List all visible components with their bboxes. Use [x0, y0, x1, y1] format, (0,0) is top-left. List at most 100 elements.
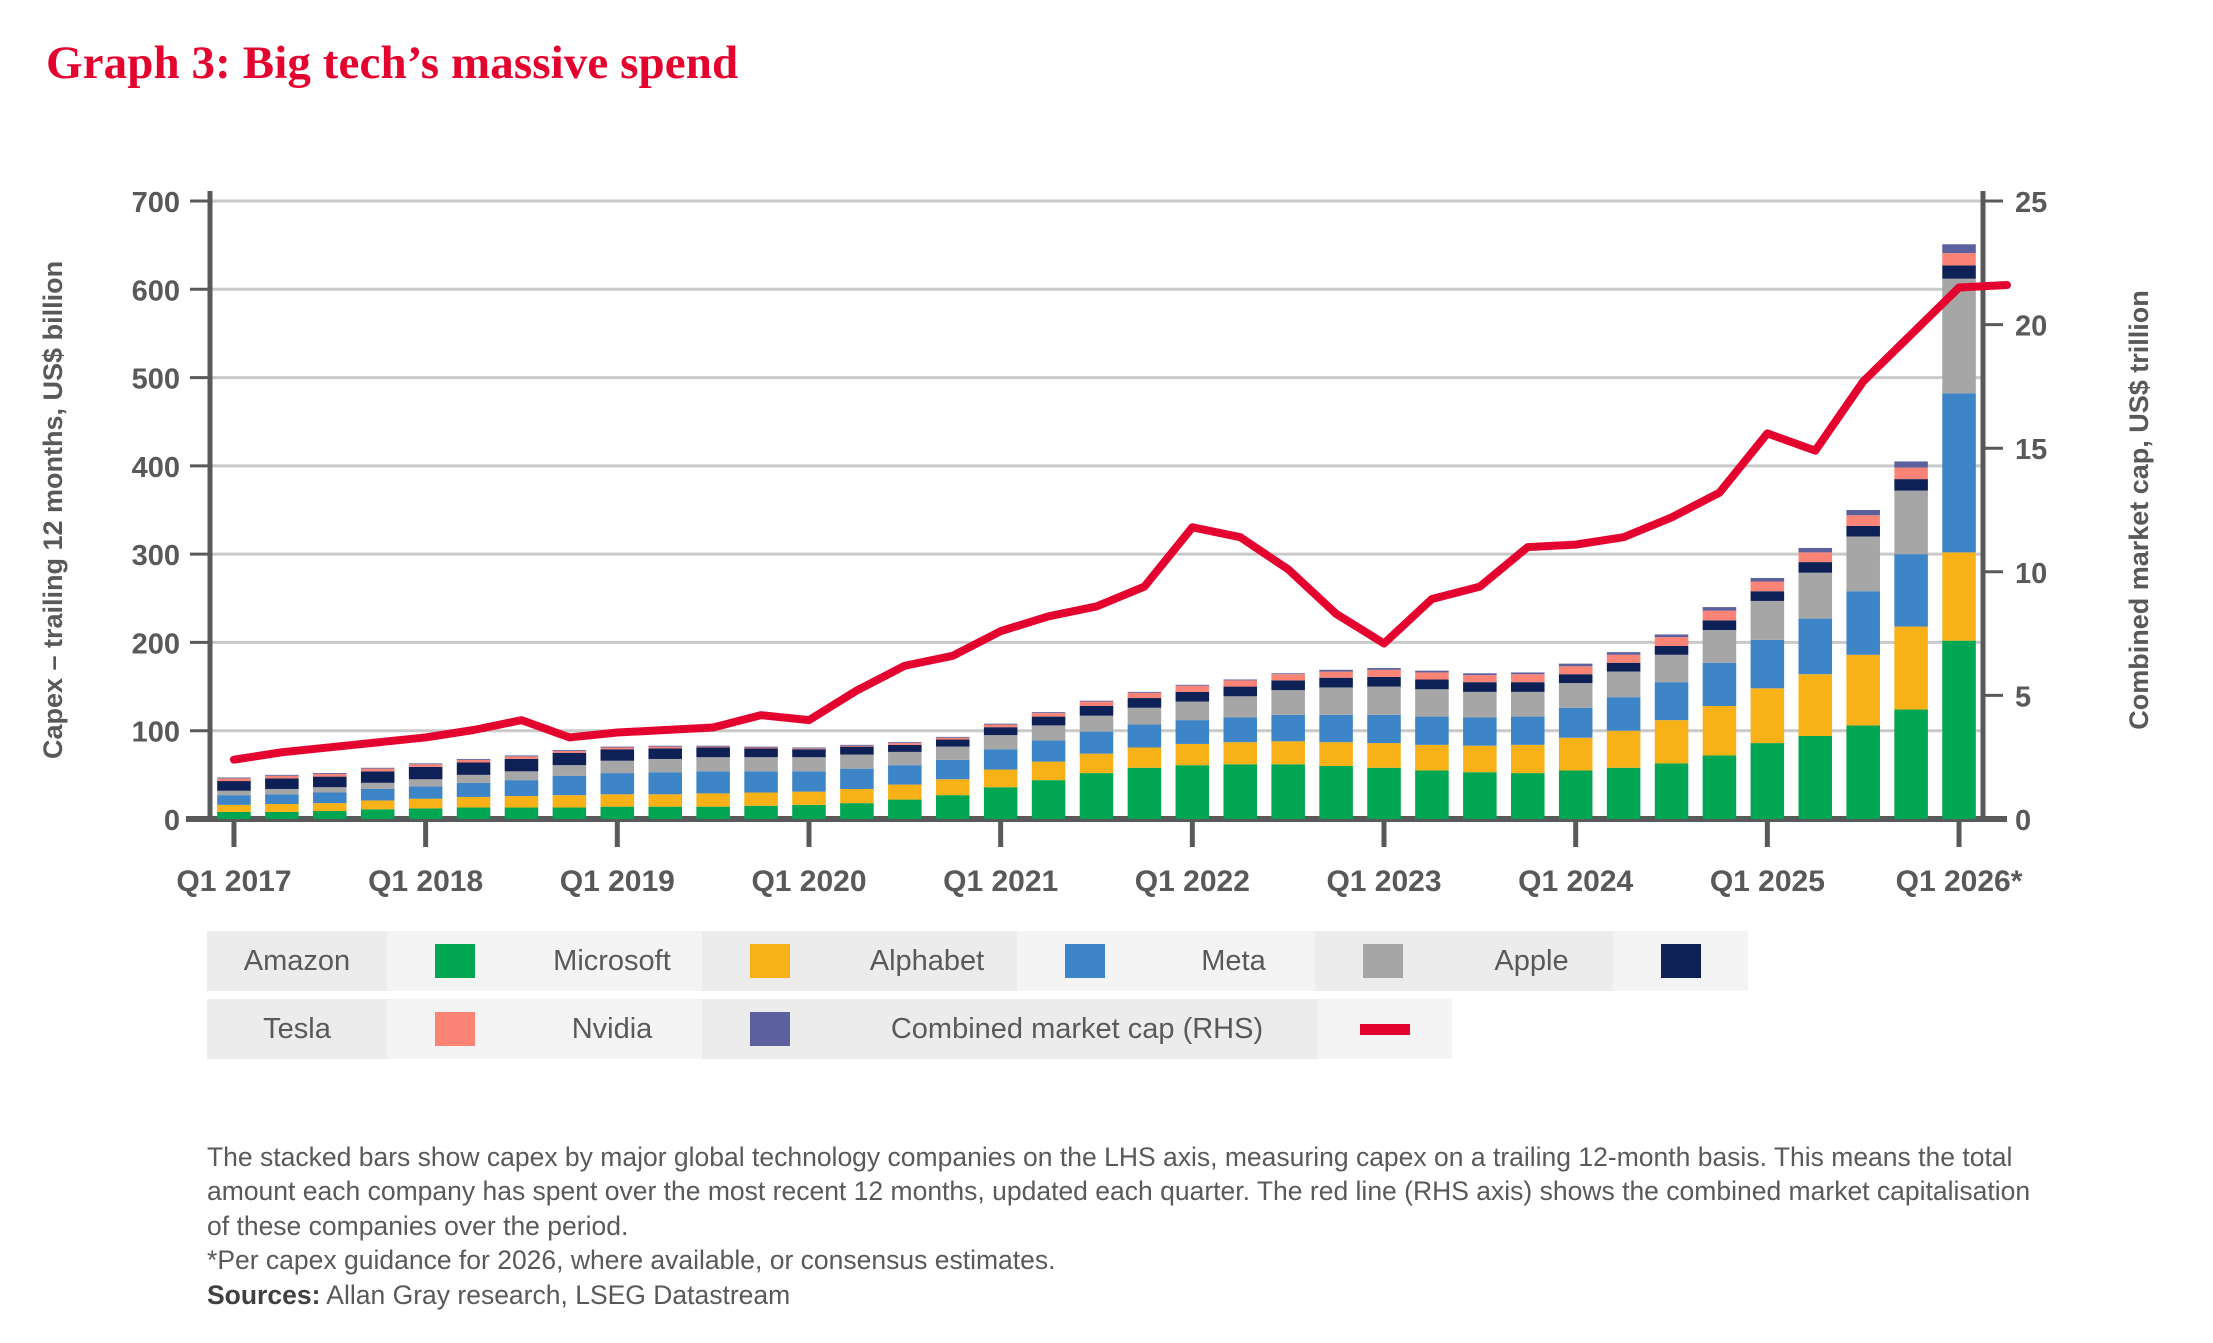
- bar-segment: [1654, 763, 1689, 819]
- bar-segment: [456, 807, 491, 819]
- legend-swatch-tesla[interactable]: [387, 999, 522, 1059]
- chart-canvas: 0 100 200 300 400 500 600 700 0 5 10 15 20 25 Q1 2017 Q…: [0, 120, 2213, 900]
- bar-segment: [792, 804, 826, 819]
- bar-segment: [217, 804, 251, 812]
- legend-row-1: Amazon Microsoft Alphabet Meta Apple: [207, 931, 1804, 991]
- bar-segment: [983, 749, 1018, 770]
- bar-segment: [265, 774, 299, 776]
- bar-segment: [792, 771, 826, 792]
- y-axis-tick-label: 400: [132, 452, 180, 484]
- legend-item-label: Alphabet: [869, 944, 985, 977]
- legend-swatch-nvidia[interactable]: [702, 999, 837, 1059]
- bar-segment: [1558, 674, 1593, 684]
- legend-label-microsoft[interactable]: Microsoft: [522, 931, 702, 991]
- x-axis-tick-label: Q1 2018: [368, 865, 483, 898]
- legend-label-tesla[interactable]: Tesla: [207, 999, 387, 1059]
- bar-segment: [1367, 669, 1401, 677]
- bar-segment: [1846, 536, 1880, 592]
- bar-segment: [648, 806, 682, 819]
- legend-swatch-apple[interactable]: [1613, 931, 1748, 991]
- bar-segment: [1606, 652, 1641, 655]
- bar-segment: [1127, 707, 1162, 725]
- bar-segment: [744, 746, 778, 748]
- bar-segment: [840, 746, 874, 755]
- bar-segment: [504, 807, 539, 819]
- legend-swatch-alphabet[interactable]: [1017, 931, 1152, 991]
- legend-item-label: Nvidia: [571, 1012, 653, 1045]
- bar-segment: [1511, 773, 1545, 819]
- y-axis-tick-label: 600: [132, 275, 180, 307]
- bar-segment: [1558, 770, 1593, 819]
- bar-segment: [1750, 743, 1785, 819]
- bar-segment: [888, 765, 922, 785]
- bar-segment: [1271, 673, 1305, 675]
- bar-segment: [888, 742, 922, 744]
- bar-segment: [744, 748, 778, 758]
- legend-swatch-microsoft[interactable]: [702, 931, 837, 991]
- bar-segment: [1415, 672, 1449, 680]
- legend-label-alphabet[interactable]: Alphabet: [837, 931, 1017, 991]
- legend-label-apple[interactable]: Apple: [1450, 931, 1613, 991]
- bar-segment: [648, 758, 682, 773]
- bar-segment: [456, 796, 491, 808]
- bar-segment: [1702, 630, 1737, 663]
- bar-segment: [696, 746, 730, 748]
- bar-segment: [552, 795, 587, 808]
- bar-segment: [1846, 515, 1880, 526]
- bar-segment: [1175, 720, 1210, 744]
- bar-segment: [1606, 671, 1641, 698]
- y2-axis-tick-label: 5: [2015, 681, 2031, 713]
- y-axis-tick-label: 200: [132, 628, 180, 660]
- bar-segment: [696, 745, 730, 747]
- bar-segment: [1367, 668, 1401, 670]
- bar-segment: [1223, 696, 1258, 718]
- bar-segment: [1271, 674, 1305, 681]
- x-axis-tick-label: Q1 2020: [751, 865, 866, 898]
- bar-segment: [408, 763, 443, 765]
- bar-segment: [1942, 640, 1976, 819]
- bar-segment: [1942, 265, 1976, 279]
- note-footnote: *Per capex guidance for 2026, where avai…: [207, 1245, 1056, 1276]
- bar-segment: [1750, 639, 1785, 689]
- bar-segment: [792, 747, 826, 749]
- bar-segment: [1367, 676, 1401, 687]
- bar-segment: [313, 773, 347, 774]
- bar-segment: [1606, 730, 1641, 768]
- x-axis-tick-label: Q1 2021: [943, 865, 1058, 898]
- bar-segment: [1031, 761, 1066, 781]
- legend-label-amazon[interactable]: Amazon: [207, 931, 387, 991]
- legend-label-combined-market-cap-rhs[interactable]: Combined market cap (RHS): [837, 999, 1317, 1059]
- bar-segment: [1175, 743, 1210, 766]
- legend-label-nvidia[interactable]: Nvidia: [522, 999, 702, 1059]
- bar-segment: [1894, 490, 1928, 555]
- bar-segment: [1798, 562, 1833, 573]
- bar-segment: [456, 774, 491, 783]
- bar-segment: [935, 746, 970, 760]
- legend-label-meta[interactable]: Meta: [1152, 931, 1315, 991]
- bar-segment: [840, 744, 874, 746]
- bar-segment: [888, 743, 922, 745]
- legend-swatch-meta[interactable]: [1315, 931, 1450, 991]
- y2-axis-title: Combined market cap, US$ trillion: [2124, 290, 2154, 730]
- legend-swatch-amazon[interactable]: [387, 931, 522, 991]
- bar-segment: [1127, 691, 1162, 693]
- bar-segment: [1223, 680, 1258, 687]
- legend-swatch-combined-market-cap-rhs[interactable]: [1317, 999, 1452, 1059]
- legend-item-label: Amazon: [243, 944, 351, 977]
- legend-color-swatch: [1064, 944, 1105, 978]
- bar-segment: [217, 781, 251, 791]
- bar-segment: [360, 768, 395, 772]
- bar-segment: [1846, 510, 1880, 516]
- chart-notes: The stacked bars show capex by major glo…: [207, 1140, 2047, 1312]
- bar-segment: [504, 758, 539, 772]
- bar-segment: [1894, 554, 1928, 627]
- market-cap-line: [229, 281, 2011, 764]
- bar-segment: [1415, 689, 1449, 717]
- bar-segment: [1319, 669, 1353, 672]
- bar-segment: [1654, 634, 1689, 638]
- legend-line-marker: [1359, 1023, 1410, 1035]
- bar-segment: [408, 786, 443, 799]
- bar-segment: [1798, 572, 1833, 619]
- stacked-bar-chart: 0 100 200 300 400 500 600 700 0 5 10 15 20 25 Q1 2017 Q…: [38, 187, 2154, 898]
- x-axis-tick-label: Q1 2022: [1135, 865, 1250, 898]
